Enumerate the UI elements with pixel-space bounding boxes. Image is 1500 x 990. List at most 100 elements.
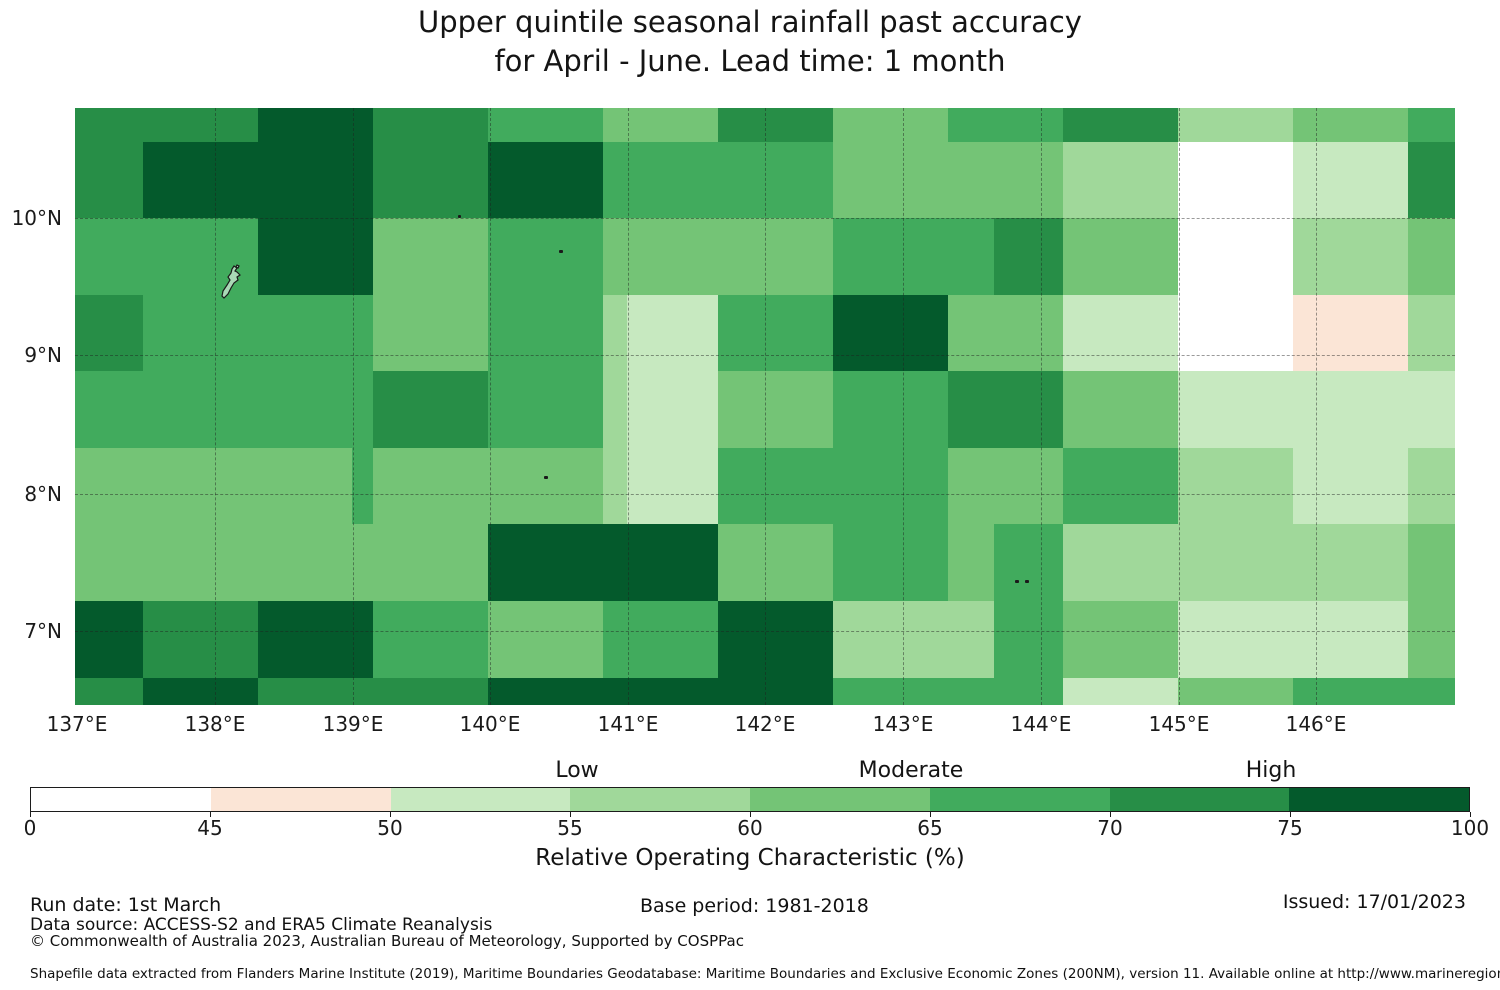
map-cell: [718, 295, 833, 371]
graticule-meridian-line: [1316, 108, 1317, 705]
colorbar-segment: [210, 788, 391, 811]
island-marker: [1025, 580, 1029, 583]
colorbar-tick-label: 75: [1277, 816, 1303, 840]
chart-title: Upper quintile seasonal rainfall past ac…: [0, 3, 1500, 81]
map-cell: [833, 295, 948, 371]
map-cell: [603, 218, 627, 295]
map-cell: [1178, 108, 1293, 142]
map-cell: [1178, 218, 1293, 295]
map-cell: [258, 142, 352, 218]
map-cell: [627, 524, 718, 601]
map-cell: [833, 678, 948, 705]
x-axis-tick-label: 140°E: [459, 712, 521, 736]
map-cell: [143, 142, 258, 218]
map-cell: [373, 371, 488, 448]
graticule-meridian-line: [628, 108, 629, 705]
map-cell: [994, 524, 1063, 601]
map-cell: [373, 524, 488, 601]
graticule-meridian-line: [1041, 108, 1042, 705]
graticule-parallel-line: [75, 355, 1455, 356]
map-cell: [1293, 371, 1408, 448]
map-cell: [1408, 601, 1455, 678]
map-cell: [258, 295, 352, 371]
map-cell: [603, 295, 627, 371]
map-cell: [948, 601, 994, 678]
map-cell: [75, 295, 143, 371]
map-cell: [1178, 295, 1293, 371]
map-cell: [1293, 142, 1408, 218]
map-cell: [603, 678, 627, 705]
map-cell: [488, 678, 603, 705]
map-cell: [718, 108, 833, 142]
map-cell: [1408, 678, 1455, 705]
colorbar-tick-label: 70: [1097, 816, 1123, 840]
map-cell: [1178, 678, 1293, 705]
map-cell: [1178, 448, 1293, 524]
x-axis-tick-label: 139°E: [322, 712, 384, 736]
map-cell: [373, 218, 488, 295]
colorbar-tick-label: 45: [197, 816, 223, 840]
map-cell: [948, 218, 994, 295]
run-date-label: Run date: 1st March: [30, 894, 222, 916]
map-cell: [1293, 678, 1408, 705]
map-cell: [143, 371, 258, 448]
map-cell: [488, 295, 603, 371]
colorbar-tick-mark: [570, 812, 571, 817]
graticule-parallel-line: [75, 631, 1455, 632]
map-cell: [994, 142, 1063, 218]
map-cell: [1293, 448, 1408, 524]
map-cell: [488, 448, 603, 524]
map-cell: [603, 524, 627, 601]
map-cell: [603, 448, 627, 524]
map-cell: [1063, 601, 1178, 678]
map-cell: [1178, 524, 1293, 601]
map-cell: [143, 678, 258, 705]
map-cell: [833, 448, 948, 524]
map-cell: [627, 218, 718, 295]
map-cell: [718, 218, 833, 295]
colorbar-tick-mark: [1290, 812, 1291, 817]
map-cell: [1063, 108, 1178, 142]
map-cell: [994, 295, 1063, 371]
colorbar: [30, 787, 1470, 812]
map-cell: [994, 601, 1063, 678]
map-cell: [258, 678, 352, 705]
colorbar-tick-mark: [30, 812, 31, 817]
x-axis-tick-label: 146°E: [1285, 712, 1347, 736]
colorbar-tick-label: 55: [557, 816, 583, 840]
colorbar-segment: [570, 788, 750, 811]
map-cell: [994, 108, 1063, 142]
map-cell: [352, 448, 373, 524]
graticule-meridian-line: [1179, 108, 1180, 705]
map-cell: [603, 601, 627, 678]
map-cell: [1293, 601, 1408, 678]
colorbar-tick-mark: [390, 812, 391, 817]
map-cell: [143, 218, 258, 295]
colorbar-tick-mark: [1110, 812, 1111, 817]
map-cell: [352, 601, 373, 678]
x-axis-tick-label: 145°E: [1148, 712, 1210, 736]
map-cell: [1063, 218, 1178, 295]
map-cell: [1063, 295, 1178, 371]
map-cell: [1408, 448, 1455, 524]
map-cell: [627, 295, 718, 371]
map-cell: [1408, 142, 1455, 218]
x-axis-tick-label: 138°E: [184, 712, 246, 736]
graticule-parallel-line: [75, 494, 1455, 495]
island-marker: [1015, 580, 1019, 583]
map-cell: [258, 448, 352, 524]
y-axis-tick-label: 9°N: [24, 343, 62, 367]
map-cell: [488, 142, 603, 218]
map-cell: [373, 108, 488, 142]
colorbar-segment: [1289, 788, 1469, 811]
map-cell: [1063, 448, 1178, 524]
map-cell: [718, 601, 833, 678]
island-marker: [559, 250, 563, 253]
colorbar-category-label: High: [1245, 758, 1297, 783]
map-cell: [488, 371, 603, 448]
main-island-outline-icon: [221, 264, 241, 299]
map-cell: [718, 678, 833, 705]
map-cell: [994, 678, 1063, 705]
map-cell: [1063, 142, 1178, 218]
